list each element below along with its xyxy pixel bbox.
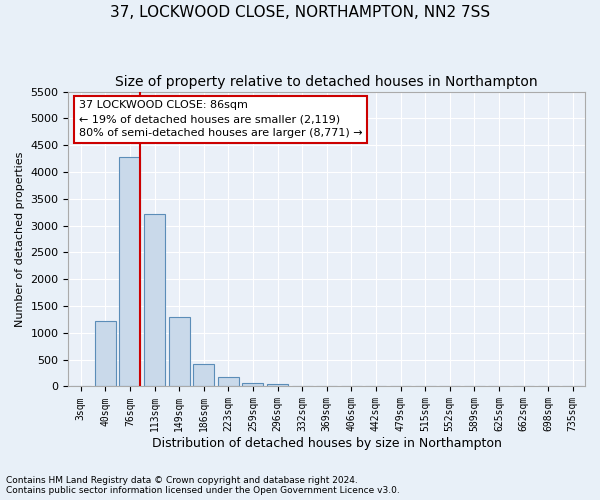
- Bar: [267, 384, 288, 386]
- X-axis label: Distribution of detached houses by size in Northampton: Distribution of detached houses by size …: [152, 437, 502, 450]
- Y-axis label: Number of detached properties: Number of detached properties: [15, 152, 25, 326]
- Bar: [193, 364, 214, 386]
- Bar: [144, 214, 165, 386]
- Bar: [119, 157, 140, 386]
- Bar: [218, 378, 239, 386]
- Title: Size of property relative to detached houses in Northampton: Size of property relative to detached ho…: [115, 75, 538, 89]
- Text: 37, LOCKWOOD CLOSE, NORTHAMPTON, NN2 7SS: 37, LOCKWOOD CLOSE, NORTHAMPTON, NN2 7SS: [110, 5, 490, 20]
- Text: 37 LOCKWOOD CLOSE: 86sqm
← 19% of detached houses are smaller (2,119)
80% of sem: 37 LOCKWOOD CLOSE: 86sqm ← 19% of detach…: [79, 100, 362, 138]
- Bar: [95, 320, 116, 386]
- Bar: [169, 317, 190, 386]
- Text: Contains HM Land Registry data © Crown copyright and database right 2024.
Contai: Contains HM Land Registry data © Crown c…: [6, 476, 400, 495]
- Bar: [242, 382, 263, 386]
